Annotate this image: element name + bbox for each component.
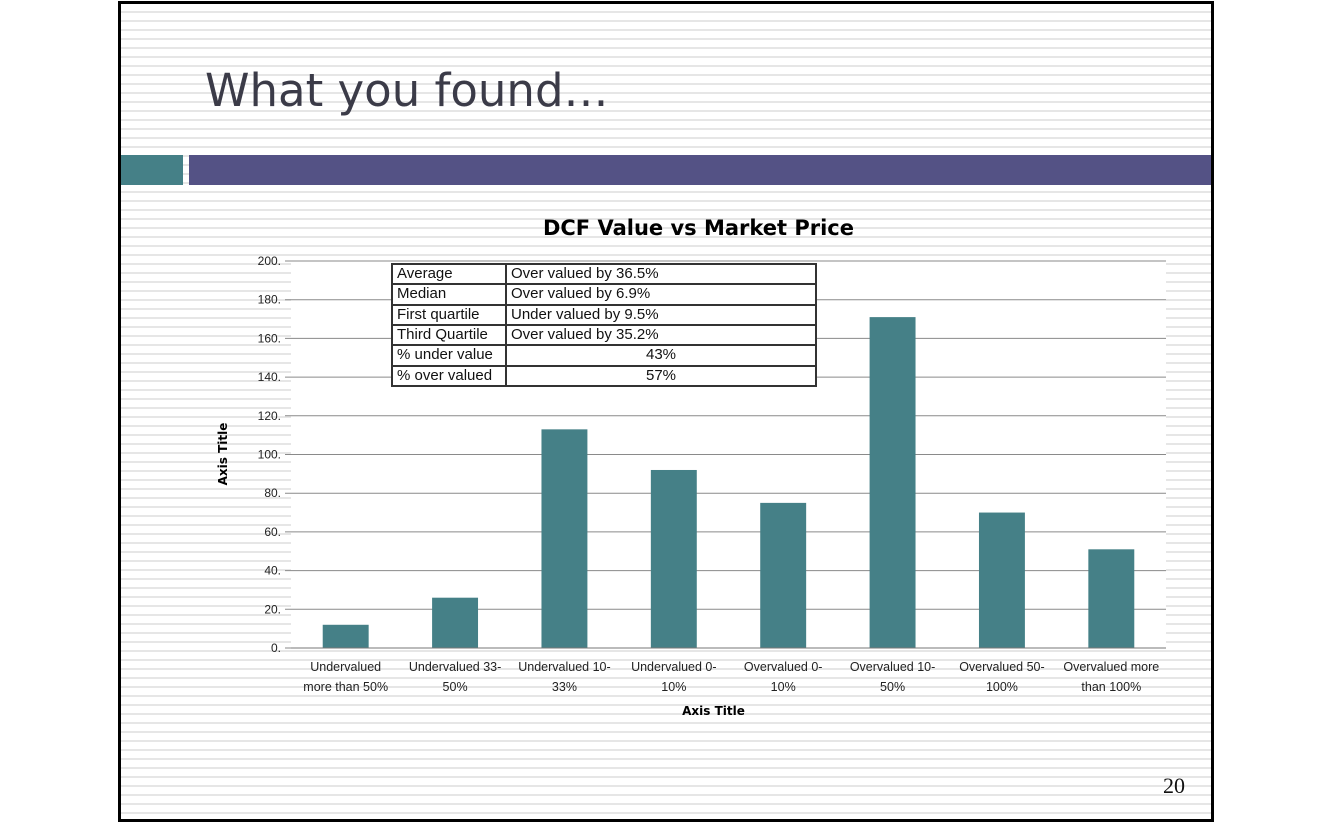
x-tick-label: 50%: [443, 680, 468, 694]
table-cell-label: First quartile: [391, 303, 507, 327]
table-cell-value: Over valued by 6.9%: [505, 283, 817, 306]
x-tick-label: Undervalued 33-: [409, 660, 501, 674]
x-tick-label: Undervalued: [310, 660, 381, 674]
x-tick-label: 50%: [880, 680, 905, 694]
table-cell-label: % over valued: [391, 364, 507, 388]
y-tick-label: 60.: [264, 525, 281, 539]
y-tick-label: 160.: [258, 331, 281, 345]
table-row: % under value 43%: [391, 344, 817, 367]
x-tick-label: Overvalued more: [1063, 660, 1159, 674]
bar: [650, 469, 697, 648]
y-tick-label: 20.: [264, 602, 281, 616]
bar: [869, 317, 916, 648]
x-tick-label: than 100%: [1081, 680, 1141, 694]
table-cell-value: Under valued by 9.5%: [505, 303, 817, 327]
slide: What you found… 0. 20. 40. 60. 80. 100. 120. 14…: [118, 1, 1214, 822]
bar: [1088, 549, 1135, 648]
y-tick-label: 40.: [264, 564, 281, 578]
x-tick-label: 10%: [661, 680, 686, 694]
bar: [322, 624, 369, 648]
y-tick-label: 120.: [258, 409, 281, 423]
bar: [541, 429, 588, 648]
y-tick-label: 100.: [258, 448, 281, 462]
table-row: Average Over valued by 36.5%: [391, 262, 817, 286]
table-cell-value: 57%: [505, 364, 817, 388]
stats-table: Average Over valued by 36.5% Median Over…: [391, 262, 817, 388]
bar: [978, 512, 1025, 648]
y-tick-label: 140.: [258, 370, 281, 384]
bar: [432, 597, 479, 648]
table-cell-label: % under value: [391, 344, 507, 367]
x-tick-label: Overvalued 0-: [744, 660, 823, 674]
y-tick-label: 0.: [271, 641, 281, 655]
table-cell-label: Median: [391, 283, 507, 306]
x-tick-label: 33%: [552, 680, 577, 694]
x-tick-label: Overvalued 10-: [850, 660, 935, 674]
table-row: % over valued 57%: [391, 364, 817, 388]
y-tick-label: 80.: [264, 486, 281, 500]
x-tick-label: Undervalued 0-: [631, 660, 716, 674]
table-cell-value: 43%: [505, 344, 817, 367]
x-tick-label: 100%: [986, 680, 1018, 694]
table-cell-label: Average: [391, 262, 507, 286]
table-row: Third Quartile Over valued by 35.2%: [391, 323, 817, 347]
x-tick-label: 10%: [771, 680, 796, 694]
y-tick-label: 180.: [258, 293, 281, 307]
table-cell-label: Third Quartile: [391, 323, 507, 347]
x-tick-label: Overvalued 50-: [959, 660, 1044, 674]
accent-bar-purple: [189, 155, 1211, 185]
chart-area: 0. 20. 40. 60. 80. 100. 120. 140. 160. 180. 200. Un…: [211, 209, 1171, 729]
table-cell-value: Over valued by 35.2%: [505, 323, 817, 347]
x-tick-label: Undervalued 10-: [518, 660, 610, 674]
y-tick-label: 200.: [258, 254, 281, 268]
x-axis-title: Axis Title: [682, 704, 745, 718]
x-tick-label: more than 50%: [303, 680, 388, 694]
table-cell-value: Over valued by 36.5%: [505, 262, 817, 286]
accent-bar-teal: [121, 155, 183, 185]
y-axis-title: Axis Title: [216, 423, 230, 486]
slide-title: What you found…: [205, 64, 609, 117]
page-number: 20: [1163, 773, 1185, 798]
table-row: First quartile Under valued by 9.5%: [391, 303, 817, 327]
bar: [760, 502, 807, 648]
chart-title: DCF Value vs Market Price: [543, 216, 854, 240]
table-row: Median Over valued by 6.9%: [391, 283, 817, 306]
